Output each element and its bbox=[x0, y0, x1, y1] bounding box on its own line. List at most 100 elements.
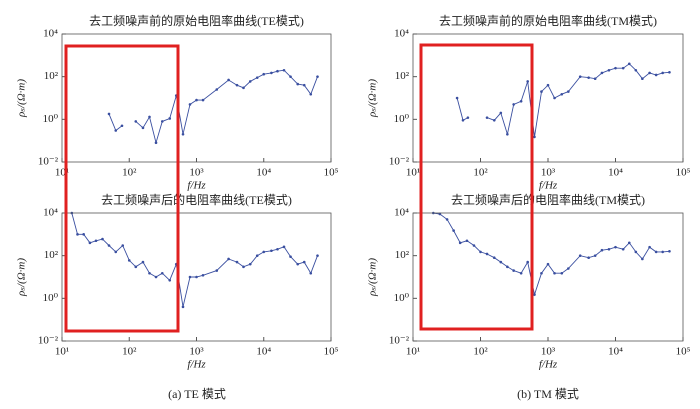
y-tick-label: 10⁴ bbox=[43, 207, 58, 219]
y-tick-label: 10⁴ bbox=[394, 28, 409, 40]
x-axis-label: f/Hz bbox=[187, 180, 206, 192]
point bbox=[181, 305, 185, 309]
chart: 去工频噪声后的电阻率曲线(TM模式) f/Hz ρₛ/(Ω·m) 10¹ 10² 10³ 1… bbox=[367, 192, 691, 371]
point bbox=[107, 244, 111, 247]
point bbox=[485, 252, 489, 256]
x-tick-label: 10¹ bbox=[406, 167, 420, 179]
point bbox=[195, 98, 198, 102]
series bbox=[107, 68, 319, 145]
point bbox=[134, 120, 138, 123]
point bbox=[107, 112, 111, 116]
point bbox=[661, 250, 664, 254]
point bbox=[499, 260, 503, 264]
point bbox=[121, 244, 125, 247]
y-tick-label: 10² bbox=[395, 249, 410, 261]
point bbox=[141, 260, 145, 264]
point bbox=[455, 96, 459, 100]
point bbox=[114, 129, 118, 132]
y-axis-label: ρₛ/(Ω·m) bbox=[367, 79, 379, 118]
x-tick-label: 10⁴ bbox=[256, 346, 271, 358]
point bbox=[614, 245, 617, 249]
y-axis-label: ρₛ/(Ω·m) bbox=[16, 79, 28, 118]
y-tick-label: 10² bbox=[44, 70, 59, 82]
point bbox=[634, 250, 638, 254]
point bbox=[309, 271, 313, 275]
point bbox=[248, 262, 252, 266]
point bbox=[587, 76, 590, 79]
point bbox=[600, 248, 604, 252]
point bbox=[82, 233, 85, 236]
point bbox=[553, 271, 556, 275]
point bbox=[282, 245, 286, 249]
point bbox=[627, 241, 631, 245]
chart-title: 去工频噪声前的原始电阻率曲线(TM模式) bbox=[439, 13, 657, 28]
point bbox=[296, 82, 300, 86]
point bbox=[567, 90, 570, 93]
point bbox=[458, 241, 462, 245]
y-tick-label: 10² bbox=[395, 70, 410, 82]
point bbox=[533, 293, 536, 296]
highlight-box bbox=[64, 44, 180, 333]
highlight-box bbox=[419, 43, 534, 331]
series bbox=[70, 211, 319, 309]
x-tick-label: 10³ bbox=[189, 167, 204, 179]
point bbox=[127, 259, 131, 262]
point bbox=[316, 75, 319, 78]
point bbox=[201, 98, 205, 102]
y-axis-label: ρₛ/(Ω·m) bbox=[16, 258, 28, 297]
series bbox=[432, 211, 671, 297]
point bbox=[621, 66, 625, 70]
y-tick-label: 10⁻² bbox=[389, 335, 410, 347]
point bbox=[560, 271, 564, 275]
x-axis-label: f/Hz bbox=[187, 359, 206, 371]
point bbox=[242, 86, 245, 90]
point bbox=[160, 271, 164, 275]
point bbox=[154, 141, 158, 145]
point bbox=[309, 92, 313, 96]
point bbox=[560, 92, 564, 96]
line bbox=[108, 69, 318, 145]
point bbox=[479, 250, 482, 254]
point bbox=[641, 257, 644, 261]
point bbox=[181, 132, 185, 136]
x-tick-label: 10² bbox=[122, 167, 137, 179]
plot-frame bbox=[412, 212, 684, 342]
point bbox=[188, 275, 192, 279]
point bbox=[148, 115, 151, 119]
point bbox=[466, 116, 470, 119]
chart-title: 去工频噪声后的电阻率曲线(TM模式) bbox=[451, 192, 645, 207]
point bbox=[296, 262, 300, 266]
plot-frame bbox=[412, 33, 684, 163]
caption: (a) TE 模式 bbox=[168, 387, 226, 401]
plot-frame bbox=[61, 33, 332, 163]
point bbox=[607, 247, 611, 251]
point bbox=[593, 77, 597, 81]
point bbox=[88, 241, 92, 245]
line bbox=[456, 63, 670, 137]
chart: 去工频噪声前的原始电阻率曲线(TM模式) f/Hz ρₛ/(Ω·m) 10¹ 10² 10… bbox=[367, 13, 691, 192]
x-tick-label: 10⁴ bbox=[608, 346, 623, 358]
point bbox=[506, 132, 509, 136]
point bbox=[540, 271, 543, 275]
point bbox=[215, 269, 219, 272]
chart: 去工频噪声后的电阻率曲线(TE模式) f/Hz ρₛ/(Ω·m) 10¹ 10² 10³ 1… bbox=[16, 192, 339, 371]
point bbox=[661, 71, 664, 75]
point bbox=[614, 66, 617, 70]
line bbox=[71, 212, 318, 307]
point bbox=[270, 71, 273, 75]
x-tick-label: 10⁵ bbox=[676, 346, 691, 358]
y-tick-label: 10⁰ bbox=[394, 292, 410, 304]
point bbox=[262, 250, 266, 254]
point bbox=[316, 254, 319, 257]
point bbox=[114, 250, 118, 254]
point bbox=[154, 275, 158, 279]
point bbox=[654, 73, 658, 77]
x-axis-label: f/Hz bbox=[539, 180, 558, 192]
x-tick-label: 10³ bbox=[541, 167, 556, 179]
x-tick-label: 10¹ bbox=[55, 346, 69, 358]
point bbox=[499, 111, 503, 115]
point bbox=[540, 90, 543, 93]
point bbox=[195, 275, 198, 279]
